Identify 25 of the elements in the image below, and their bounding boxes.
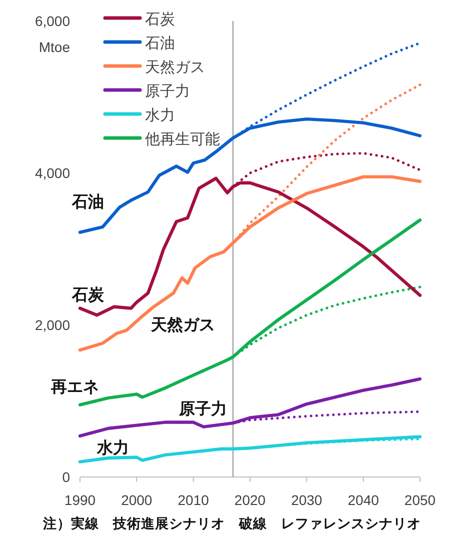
y-axis-title: Mtoe [38, 39, 70, 55]
legend-label: 石炭 [145, 11, 175, 28]
x-tick-label: 2020 [234, 492, 266, 508]
annotation: 再エネ [50, 379, 99, 396]
legend-label: 石油 [145, 35, 175, 52]
y-tick-label: 4,000 [34, 165, 70, 181]
legend-label: 原子力 [145, 83, 190, 100]
x-tick-label: 2000 [121, 492, 152, 508]
x-tick-label: 2010 [178, 492, 210, 508]
annotation: 石油 [71, 193, 104, 211]
annotation: 石炭 [71, 286, 105, 304]
text: 注）実線 技術進展シナリオ 破線 レファレンスシナリオ [42, 515, 421, 531]
annotation: 原子力 [178, 400, 227, 418]
y-tick-label: 6,000 [34, 13, 70, 29]
x-tick-label: 2040 [348, 492, 380, 508]
legend-label: 水力 [145, 107, 175, 124]
y-tick-label: 2,000 [34, 317, 70, 333]
annotation: 天然ガス [150, 316, 215, 334]
y-tick-label: 0 [62, 469, 70, 485]
x-tick-label: 2050 [404, 492, 436, 508]
x-tick-label: 1990 [64, 492, 96, 508]
annotation: 水力 [96, 439, 129, 457]
x-tick-label: 2030 [291, 492, 322, 508]
legend-label: 他再生可能 [145, 131, 220, 148]
legend-label: 天然ガス [145, 59, 205, 76]
